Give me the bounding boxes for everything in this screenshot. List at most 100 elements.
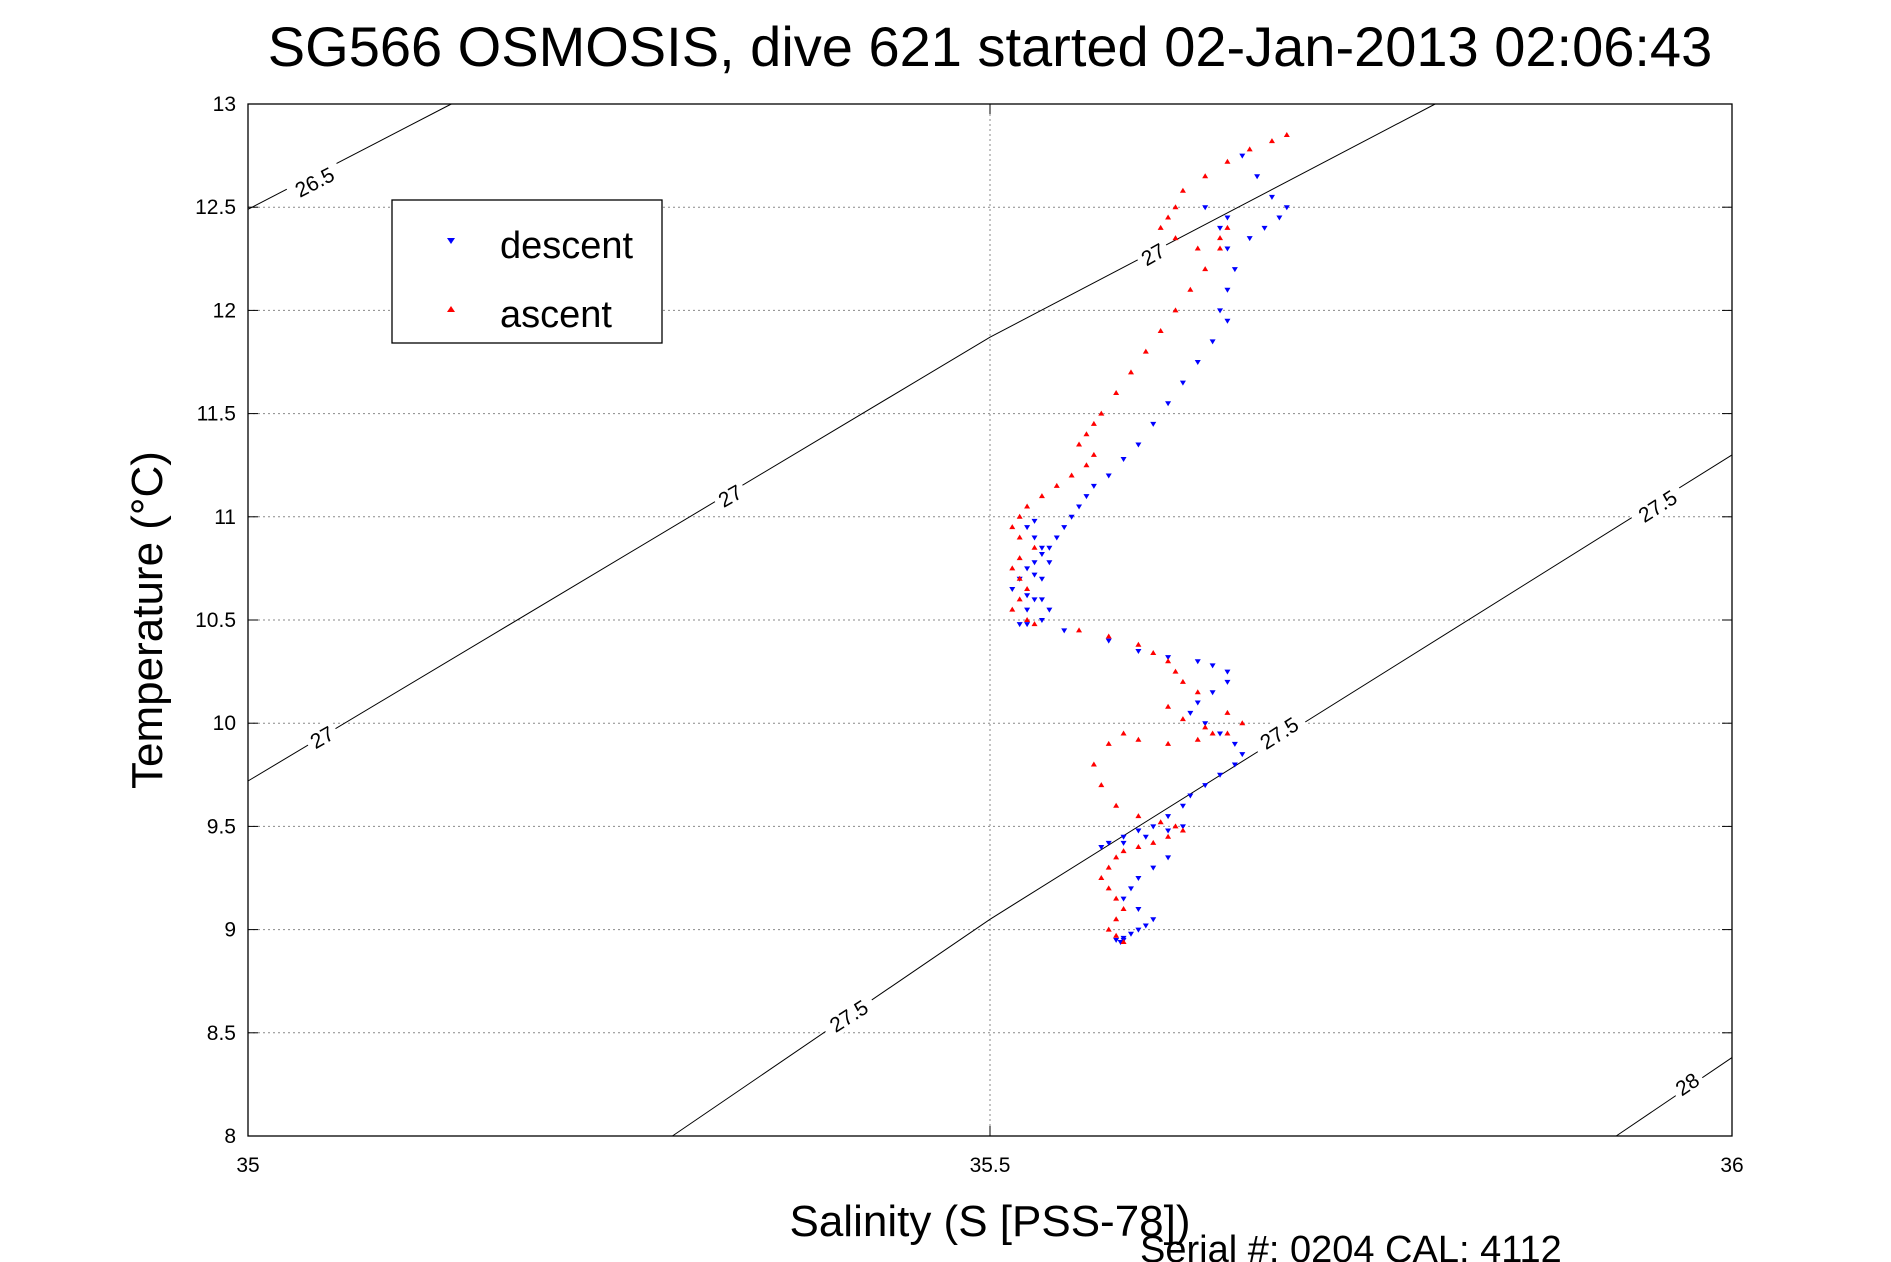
- y-tick-label: 10.5: [195, 609, 236, 632]
- data-point-descent: [1187, 710, 1194, 716]
- isopycnal-label: 26.5: [283, 157, 345, 206]
- grid-layer: [248, 104, 1732, 1136]
- data-point-descent: [1024, 566, 1031, 572]
- data-point-ascent: [1246, 146, 1253, 152]
- data-point-descent: [1231, 267, 1238, 273]
- data-point-ascent: [1105, 885, 1112, 891]
- data-point-descent: [1038, 597, 1045, 603]
- data-point-ascent: [1172, 307, 1179, 313]
- isopycnal-27: [247, 103, 1436, 782]
- data-point-descent: [1231, 762, 1238, 768]
- data-point-descent: [1135, 927, 1142, 933]
- data-point-ascent: [1135, 844, 1142, 850]
- data-point-ascent: [1090, 451, 1097, 457]
- data-point-descent: [1194, 700, 1201, 706]
- data-layer: [1009, 131, 1290, 945]
- data-point-ascent: [1038, 493, 1045, 499]
- data-point-ascent: [1172, 235, 1179, 241]
- data-point-ascent: [1090, 420, 1097, 426]
- y-axis-label: Temperature (°C): [123, 451, 172, 789]
- data-point-descent: [1217, 308, 1224, 314]
- series-ascent: [1009, 131, 1290, 944]
- data-point-descent: [1105, 473, 1112, 479]
- data-point-descent: [1135, 906, 1142, 912]
- data-point-descent: [1142, 923, 1149, 929]
- isopycnal-label: 27: [709, 476, 750, 514]
- data-point-descent: [1202, 721, 1209, 727]
- data-point-ascent: [1179, 716, 1186, 722]
- data-point-ascent: [1135, 736, 1142, 742]
- data-point-ascent: [1098, 410, 1105, 416]
- data-point-descent: [1046, 560, 1053, 566]
- data-point-descent: [1120, 896, 1127, 902]
- data-point-descent: [1202, 783, 1209, 789]
- data-point-descent: [1120, 840, 1127, 846]
- data-point-descent: [1105, 840, 1112, 846]
- data-point-descent: [1135, 442, 1142, 448]
- data-point-descent: [1061, 525, 1068, 531]
- data-point-ascent: [1187, 286, 1194, 292]
- data-point-descent: [1202, 205, 1209, 211]
- data-point-descent: [1246, 236, 1253, 242]
- data-point-ascent: [1016, 596, 1023, 602]
- data-point-ascent: [1179, 678, 1186, 684]
- isopycnal-26.5: [247, 103, 452, 210]
- data-point-ascent: [1194, 245, 1201, 251]
- data-point-ascent: [1224, 730, 1231, 736]
- data-point-ascent: [1016, 534, 1023, 540]
- data-point-ascent: [1120, 938, 1127, 944]
- data-point-ascent: [1031, 544, 1038, 550]
- data-point-ascent: [1105, 926, 1112, 932]
- isopycnal-label: 27.5: [1627, 480, 1688, 531]
- data-point-descent: [1268, 194, 1275, 200]
- data-point-ascent: [1105, 864, 1112, 870]
- data-point-ascent: [1120, 730, 1127, 736]
- data-point-descent: [1224, 287, 1231, 293]
- data-point-descent: [1224, 215, 1231, 221]
- data-point-descent: [1031, 535, 1038, 541]
- data-point-descent: [1150, 865, 1157, 871]
- data-point-ascent: [1224, 709, 1231, 715]
- data-point-ascent: [1016, 555, 1023, 561]
- data-point-descent: [1165, 855, 1172, 861]
- data-point-descent: [1046, 607, 1053, 613]
- data-point-ascent: [1202, 724, 1209, 730]
- data-point-ascent: [1016, 575, 1023, 581]
- data-point-ascent: [1076, 441, 1083, 447]
- legend: descent ascent: [391, 199, 663, 344]
- legend-marker-ascent: [447, 306, 455, 312]
- data-point-ascent: [1165, 658, 1172, 664]
- tick-layer: 35 35.5 36 8 8.5 9 9.5 10 10.5 11 11.5 12 12.5 13: [195, 93, 1744, 1177]
- data-point-ascent: [1202, 266, 1209, 272]
- data-point-ascent: [1135, 641, 1142, 647]
- data-point-ascent: [1172, 823, 1179, 829]
- data-point-descent: [1231, 741, 1238, 747]
- data-point-ascent: [1179, 827, 1186, 833]
- data-point-descent: [1113, 937, 1120, 943]
- legend-box: [391, 199, 663, 344]
- data-point-ascent: [1031, 621, 1038, 627]
- data-point-ascent: [1113, 916, 1120, 922]
- data-point-ascent: [1202, 173, 1209, 179]
- y-tick-label: 8: [224, 1125, 236, 1148]
- data-point-descent: [1165, 401, 1172, 407]
- data-point-descent: [1150, 917, 1157, 923]
- data-point-descent: [1150, 421, 1157, 427]
- data-point-descent: [1135, 648, 1142, 654]
- data-point-descent: [1053, 535, 1060, 541]
- data-point-descent: [1127, 931, 1134, 937]
- data-point-ascent: [1172, 668, 1179, 674]
- data-point-descent: [1135, 828, 1142, 834]
- data-point-ascent: [1209, 730, 1216, 736]
- chart-title: SG566 OSMOSIS, dive 621 started 02-Jan-2…: [268, 15, 1712, 78]
- data-point-ascent: [1224, 224, 1231, 230]
- data-point-descent: [1009, 587, 1016, 593]
- data-point-ascent: [1009, 524, 1016, 530]
- data-point-descent: [1150, 824, 1157, 830]
- data-point-ascent: [1165, 740, 1172, 746]
- data-point-descent: [1024, 607, 1031, 613]
- data-point-ascent: [1157, 819, 1164, 825]
- data-point-ascent: [1283, 131, 1290, 137]
- legend-label-descent: descent: [500, 225, 634, 267]
